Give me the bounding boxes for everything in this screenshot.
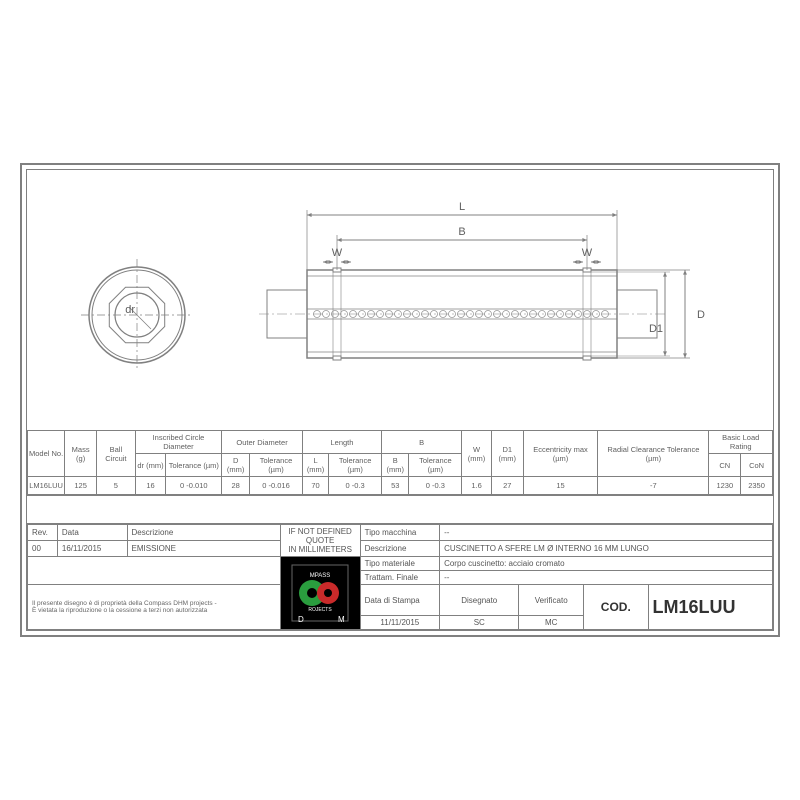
product-code: LM16LUU (648, 585, 772, 630)
cell-mass: 125 (65, 477, 97, 495)
hdr-outer: Outer Diameter (222, 431, 303, 454)
svg-text:MPASS: MPASS (310, 573, 331, 579)
svg-text:D: D (298, 615, 304, 624)
svg-text:dr: dr (125, 304, 135, 316)
hdr-w: W (mm) (462, 431, 491, 477)
hdr-length: Length (302, 431, 381, 454)
cell-L: 70 (302, 477, 328, 495)
cell-ecc: 15 (523, 477, 598, 495)
cell-D1: 27 (491, 477, 523, 495)
descrizione-lbl: Descrizione (360, 541, 439, 557)
sub-D: D (mm) (222, 454, 250, 477)
verificato: MC (519, 616, 584, 630)
rev-desc: EMISSIONE (127, 541, 280, 557)
sub-L: L (mm) (302, 454, 328, 477)
quote-note: IF NOT DEFINED QUOTE IN MILLIMETERS (280, 525, 360, 557)
disclaimer-1: Il presente disegno è di proprietà della… (32, 600, 217, 607)
hdr-load: Basic Load Rating (709, 431, 773, 454)
data-stampa: 11/11/2015 (360, 616, 439, 630)
hdr-radial: Radial Clearance Tolerance (µm) (598, 431, 709, 477)
specification-table: Model No. Mass (g) Ball Circuit Inscribe… (27, 430, 773, 495)
rev-num: 00 (28, 541, 58, 557)
cell-W: 1.6 (462, 477, 491, 495)
data-stampa-lbl: Data di Stampa (360, 585, 439, 616)
cell-model: LM16LUU (28, 477, 65, 495)
cell-L-tol: 0 -0.3 (329, 477, 382, 495)
hdr-model: Model No. (28, 431, 65, 477)
descrizione: CUSCINETTO A SFERE LM Ø INTERNO 16 MM LU… (440, 541, 773, 557)
cod-label: COD. (584, 585, 649, 630)
hdr-mass: Mass (g) (65, 431, 97, 477)
data-hdr: Data (57, 525, 127, 541)
rev-date: 16/11/2015 (57, 541, 127, 557)
verificato-lbl: Verificato (519, 585, 584, 616)
sub-B-tol: Tolerance (µm) (409, 454, 462, 477)
trattam: -- (440, 571, 773, 585)
hdr-ball: Ball Circuit (97, 431, 136, 477)
cell-ball: 5 (97, 477, 136, 495)
technical-drawing: dr L B W W D D1 (27, 170, 773, 430)
table-row: LM16LUU 125 5 16 0 -0.010 28 0 -0.016 70… (28, 477, 773, 495)
logo-cell: MPASS ROJECTS D M (280, 557, 360, 630)
drawing-sheet: dr L B W W D D1 Model No. Mass (g) Ball Circui… (20, 163, 780, 637)
quote-note-1: IF NOT DEFINED QUOTE (288, 527, 351, 545)
disegnato: SC (440, 616, 519, 630)
sub-CN: CN (709, 454, 741, 477)
tipo-macchina: -- (440, 525, 773, 541)
cell-CN: 1230 (709, 477, 741, 495)
sub-L-tol: Tolerance (µm) (329, 454, 382, 477)
hdr-d1: D1 (mm) (491, 431, 523, 477)
cell-B-tol: 0 -0.3 (409, 477, 462, 495)
cell-D-tol: 0 -0.016 (250, 477, 303, 495)
sub-D-tol: Tolerance (µm) (250, 454, 303, 477)
svg-text:ROJECTS: ROJECTS (308, 607, 332, 613)
tipo-macchina-lbl: Tipo macchina (360, 525, 439, 541)
company-logo: MPASS ROJECTS D M (286, 559, 354, 627)
gap-table (27, 495, 773, 524)
svg-text:B: B (458, 226, 465, 238)
tipo-materiale: Corpo cuscinetto: acciaio cromato (440, 557, 773, 571)
sub-B: B (mm) (382, 454, 409, 477)
sub-dr: dr (mm) (135, 454, 166, 477)
cell-B: 53 (382, 477, 409, 495)
sub-CoN: CoN (741, 454, 773, 477)
disegnato-lbl: Disegnato (440, 585, 519, 616)
svg-text:L: L (459, 201, 465, 213)
desc-hdr: Descrizione (127, 525, 280, 541)
disclaimer: Il presente disegno è di proprietà della… (28, 585, 281, 630)
sub-dr-tol: Tolerance (µm) (166, 454, 222, 477)
svg-text:W: W (332, 247, 343, 259)
drawing-inner: dr L B W W D D1 Model No. Mass (g) Ball Circui… (26, 169, 774, 631)
tipo-materiale-lbl: Tipo materiale (360, 557, 439, 571)
hdr-inscribed: Inscribed Circle Diameter (135, 431, 222, 454)
title-block: Rev. Data Descrizione IF NOT DEFINED QUO… (27, 524, 773, 630)
disclaimer-2: È vietata la riproduzione o la cessione … (32, 607, 207, 614)
svg-text:D: D (697, 309, 705, 321)
trattam-lbl: Trattam. Finale (360, 571, 439, 585)
cell-dr-tol: 0 -0.010 (166, 477, 222, 495)
quote-note-2: IN MILLIMETERS (288, 545, 352, 554)
cell-CoN: 2350 (741, 477, 773, 495)
svg-text:M: M (338, 615, 345, 624)
svg-text:W: W (582, 247, 593, 259)
cell-dr: 16 (135, 477, 166, 495)
cell-radial: -7 (598, 477, 709, 495)
svg-text:D1: D1 (649, 323, 663, 335)
hdr-ecc: Eccentricity max (µm) (523, 431, 598, 477)
hdr-b: B (382, 431, 462, 454)
rev-hdr: Rev. (28, 525, 58, 541)
cell-D: 28 (222, 477, 250, 495)
